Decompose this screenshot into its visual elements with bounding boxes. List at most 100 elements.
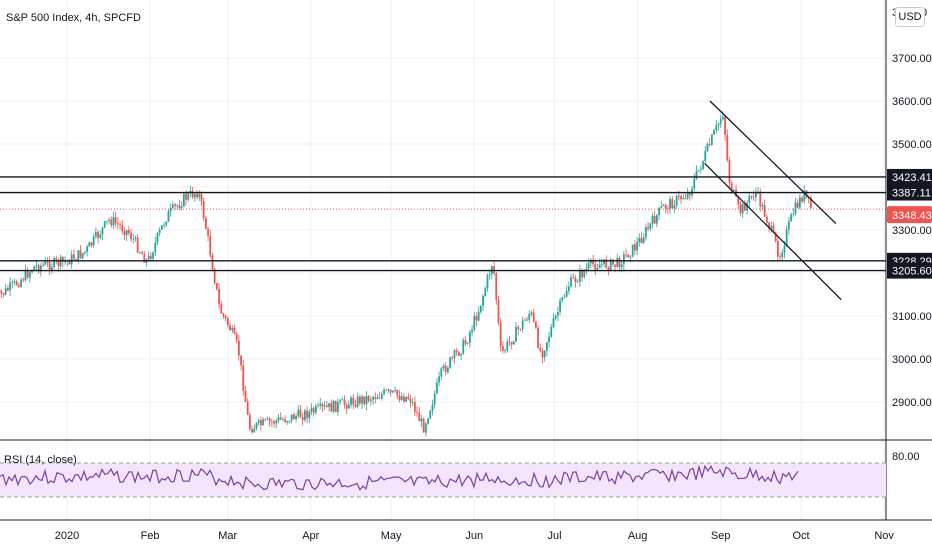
candle — [517, 325, 520, 335]
price-tick-label: 3000.00 — [892, 354, 932, 366]
candle — [574, 275, 577, 288]
candle — [433, 390, 436, 409]
level-tag — [887, 168, 932, 185]
candle — [4, 284, 7, 296]
candle — [72, 249, 75, 261]
candle — [363, 396, 366, 407]
candle — [42, 262, 44, 268]
candle — [356, 392, 359, 409]
candle — [332, 399, 335, 414]
candle — [35, 261, 38, 271]
candle — [101, 226, 104, 240]
support-resistance-lines[interactable] — [0, 176, 886, 272]
candle — [306, 406, 308, 424]
candle — [728, 156, 731, 188]
candle — [290, 414, 293, 424]
candle — [809, 195, 812, 209]
candle — [352, 394, 355, 410]
candle — [715, 119, 718, 134]
candle — [374, 392, 377, 404]
candle — [20, 277, 22, 288]
candle — [801, 196, 803, 204]
candle — [26, 267, 29, 280]
candle — [521, 316, 524, 333]
candle — [561, 296, 564, 304]
candle — [160, 225, 163, 231]
candle — [378, 391, 381, 400]
candle — [92, 233, 95, 248]
candle — [99, 230, 102, 240]
candle — [407, 392, 410, 401]
candle — [13, 278, 16, 286]
candle — [730, 180, 733, 195]
candle — [497, 295, 500, 326]
rsi-upper-band-label: 80.00 — [892, 451, 920, 463]
candle — [24, 264, 27, 282]
candle — [209, 230, 212, 258]
candle — [105, 220, 108, 225]
currency-button[interactable]: USD — [895, 7, 925, 27]
candle — [70, 250, 73, 269]
candle — [330, 399, 333, 412]
candle — [464, 336, 467, 347]
candle — [779, 252, 781, 261]
trend-channel-line[interactable] — [709, 100, 837, 225]
candle — [790, 212, 792, 222]
level-tag — [887, 184, 932, 201]
candle — [504, 348, 506, 354]
candle — [567, 281, 570, 295]
trend-channel-line[interactable] — [704, 162, 842, 301]
candle — [264, 418, 267, 422]
candle — [765, 214, 768, 227]
candle — [515, 322, 517, 342]
candle — [112, 211, 115, 230]
candle — [314, 403, 317, 415]
candle — [686, 187, 689, 201]
candle — [145, 258, 148, 267]
candle — [48, 256, 51, 276]
candle — [11, 279, 14, 289]
candle — [418, 406, 421, 422]
time-tick-label: Nov — [874, 530, 894, 542]
price-axis[interactable]: 3700.003600.003500.003400.003300.003200.… — [892, 53, 932, 409]
candle — [156, 231, 159, 246]
candle — [28, 269, 31, 283]
time-tick-label: Apr — [302, 530, 319, 542]
time-tick-label: Sep — [711, 530, 731, 542]
candle — [246, 398, 249, 416]
candle — [97, 230, 99, 244]
candle — [158, 227, 161, 237]
candle — [528, 309, 531, 324]
price-tick-label: 2900.00 — [892, 397, 932, 409]
candle — [475, 312, 478, 327]
time-axis[interactable]: 2020 Feb Mar Apr May Jun Jul Aug Sep Oct Nov — [55, 530, 895, 542]
candle — [231, 324, 234, 333]
candle — [266, 416, 269, 421]
candle — [182, 192, 185, 208]
candle — [543, 350, 546, 362]
candle — [501, 341, 504, 354]
candle — [455, 348, 458, 356]
candle — [787, 217, 790, 235]
candle — [776, 237, 779, 261]
candle — [308, 409, 311, 423]
candle — [792, 208, 795, 217]
candle — [180, 201, 183, 211]
candle — [248, 412, 251, 431]
candle — [88, 241, 91, 247]
candle — [466, 341, 469, 345]
candle — [655, 214, 658, 228]
time-tick-label: May — [381, 530, 402, 542]
candle — [233, 324, 236, 335]
candle — [477, 306, 480, 322]
candle — [317, 402, 319, 408]
trend-channel[interactable] — [704, 100, 842, 301]
candle — [59, 254, 62, 270]
candle — [640, 232, 643, 244]
candle — [46, 257, 49, 268]
time-tick-label: Aug — [628, 530, 648, 542]
candle — [53, 256, 55, 270]
candle — [552, 313, 555, 329]
candle — [121, 219, 124, 235]
